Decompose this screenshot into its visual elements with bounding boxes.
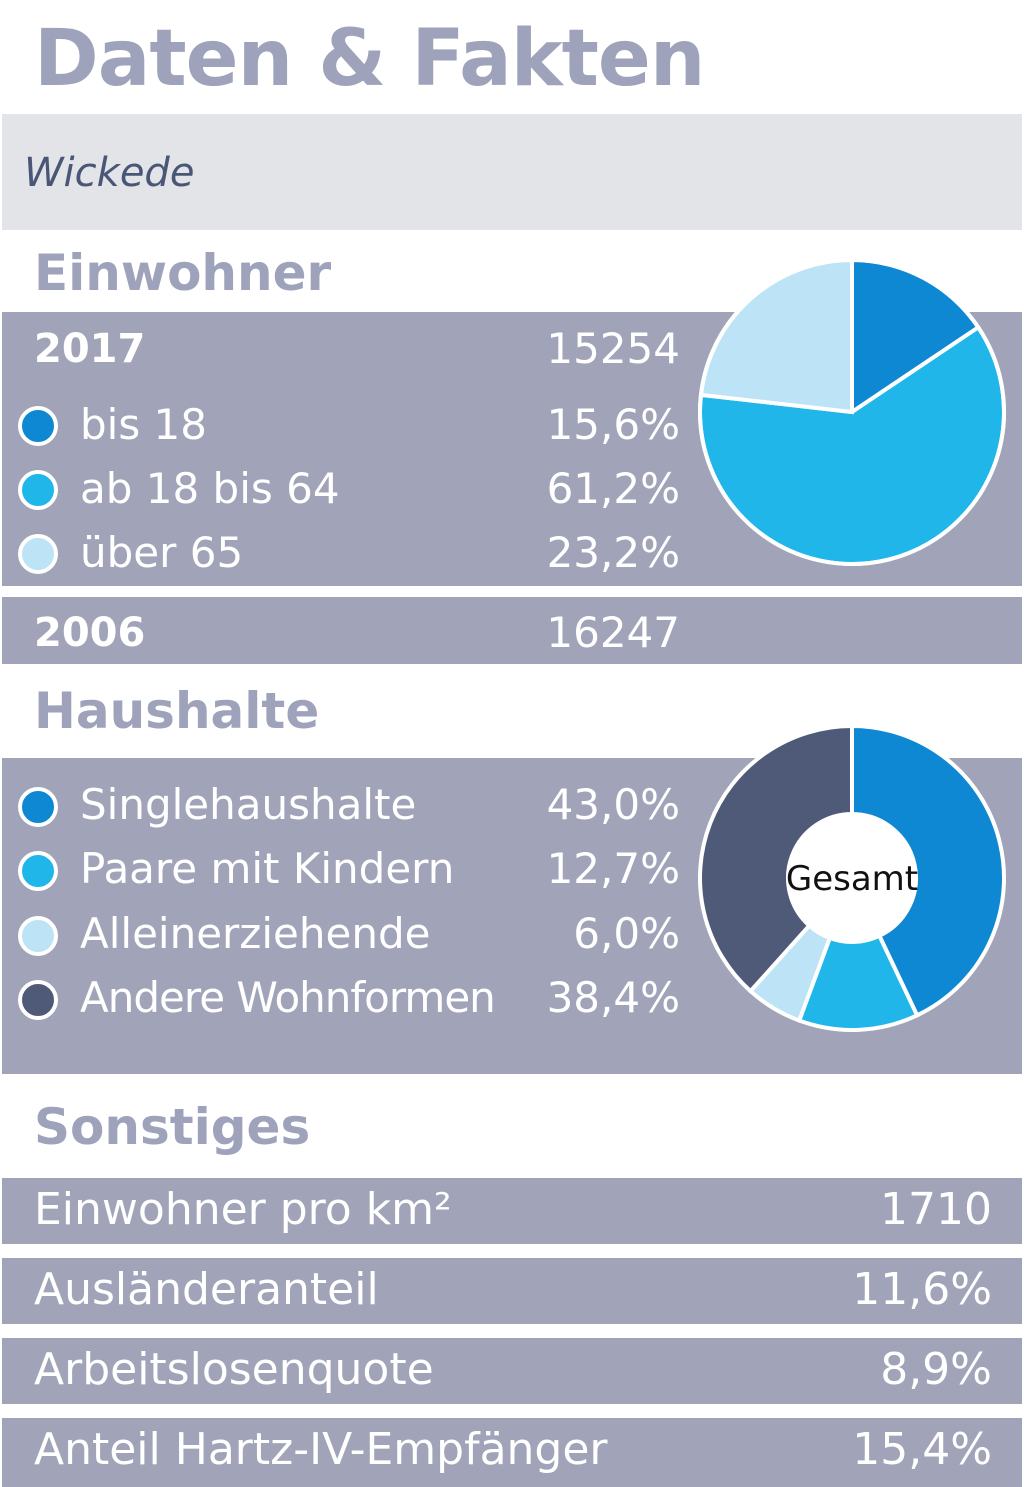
donut-hole	[788, 814, 916, 942]
donut-center-label: Gesamt	[786, 859, 918, 899]
row-label-dichte: Einwohner pro km²	[34, 1184, 452, 1235]
value-ueber65: 23,2%	[546, 528, 680, 577]
legend-label-andere: Andere Wohnformen	[80, 973, 496, 1022]
legend-dot-ueber65-icon	[18, 534, 58, 574]
row-label-auslaender: Ausländeranteil	[34, 1264, 379, 1315]
row-value-auslaender: 11,6%	[852, 1264, 992, 1315]
haushalte-heading: Haushalte	[34, 682, 320, 740]
legend-label-ueber65: über 65	[80, 528, 244, 577]
total-2006: 16247	[546, 608, 680, 657]
sonstiges-row	[2, 1338, 1022, 1404]
legend-dot-18-64-icon	[18, 470, 58, 510]
einwohner-pie-chart	[698, 257, 1006, 566]
legend-dot-paare-icon	[18, 851, 58, 891]
legend-label-bis18: bis 18	[80, 400, 208, 449]
row-value-dichte: 1710	[880, 1184, 992, 1235]
einwohner-heading: Einwohner	[34, 244, 332, 302]
legend-dot-single-icon	[18, 787, 58, 827]
legend-dot-bis18-icon	[18, 406, 58, 446]
district-name: Wickede	[24, 150, 195, 196]
haushalte-donut-chart: Gesamt	[698, 723, 1006, 1032]
value-andere: 38,4%	[546, 973, 680, 1022]
district-bar	[2, 114, 1022, 230]
legend-label-allein: Alleinerziehende	[80, 909, 431, 958]
year-2017-label: 2017	[34, 326, 146, 372]
value-18-64: 61,2%	[546, 464, 680, 513]
value-single: 43,0%	[546, 780, 680, 829]
value-bis18: 15,6%	[546, 400, 680, 449]
row-value-arbeitslos: 8,9%	[880, 1344, 992, 1395]
page-title: Daten & Fakten	[34, 14, 705, 104]
legend-dot-andere-icon	[18, 980, 58, 1020]
row-value-hartz: 15,4%	[852, 1424, 992, 1475]
value-paare: 12,7%	[546, 844, 680, 893]
total-2017: 15254	[546, 324, 680, 373]
sonstiges-row	[2, 1418, 1022, 1487]
legend-label-single: Singlehaushalte	[80, 780, 417, 829]
value-allein: 6,0%	[573, 909, 680, 958]
sonstiges-heading: Sonstiges	[34, 1098, 311, 1156]
legend-label-paare: Paare mit Kindern	[80, 844, 455, 893]
sonstiges-row	[2, 1258, 1022, 1324]
pie-outline	[698, 258, 1006, 566]
year-2006-label: 2006	[34, 610, 146, 656]
legend-label-18-64: ab 18 bis 64	[80, 464, 340, 513]
sonstiges-row	[2, 1178, 1022, 1244]
row-label-hartz: Anteil Hartz-IV-Empfänger	[34, 1424, 608, 1475]
row-label-arbeitslos: Arbeitslosenquote	[34, 1344, 434, 1395]
legend-dot-allein-icon	[18, 916, 58, 956]
row-2006	[2, 597, 1022, 664]
pie-slice-ueber65	[698, 257, 854, 415]
